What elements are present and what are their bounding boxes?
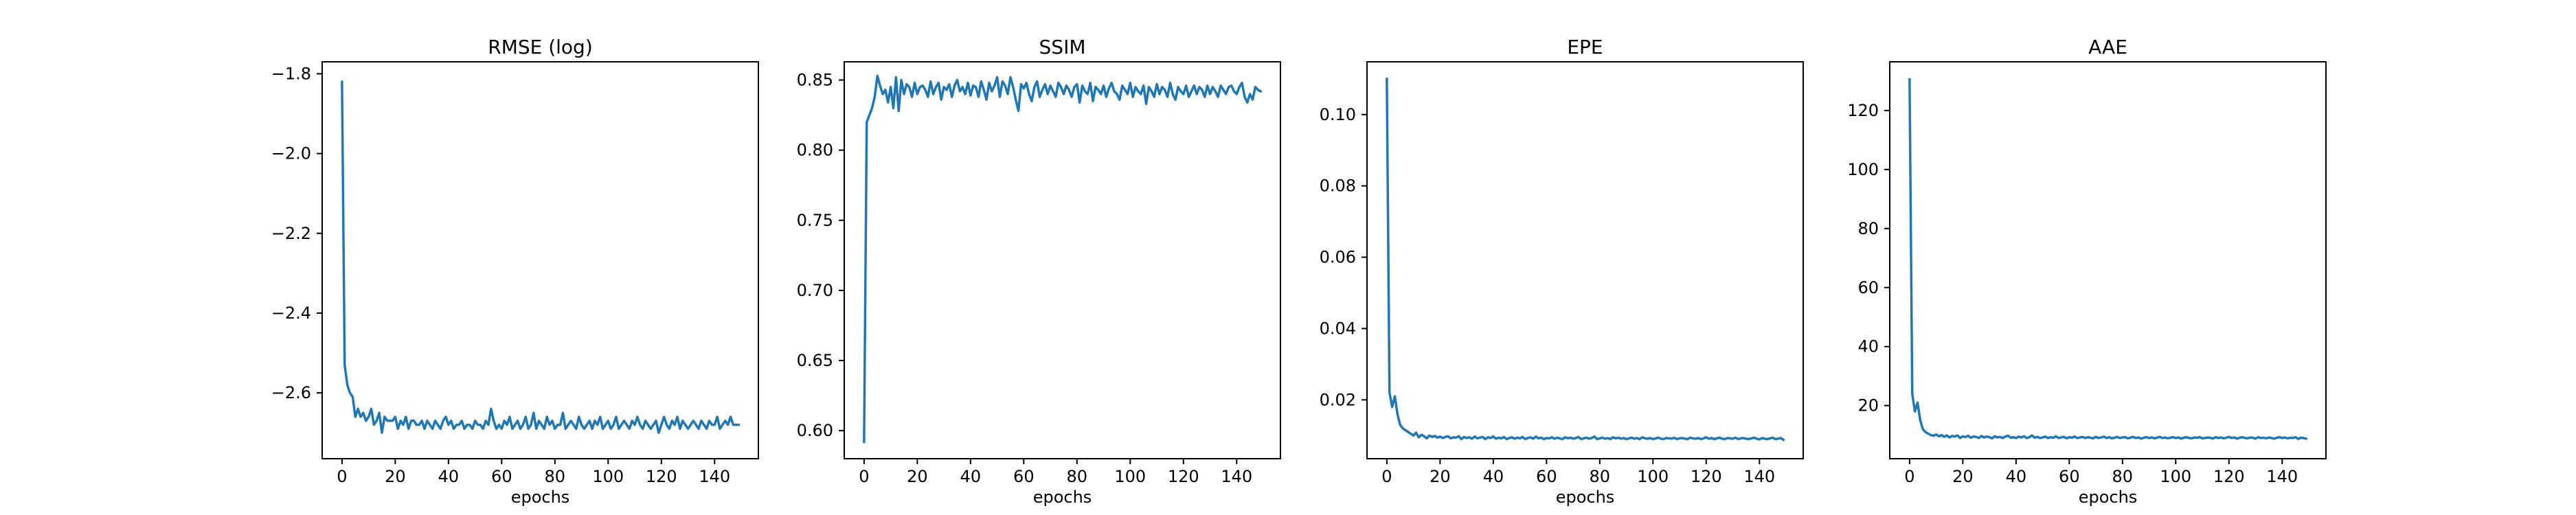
y-tick-label: 0.02 bbox=[1320, 390, 1356, 409]
x-tick-label: 60 bbox=[1013, 467, 1035, 486]
plot-frame bbox=[321, 61, 759, 459]
plot-frame bbox=[844, 61, 1281, 459]
x-tick-label: 120 bbox=[2213, 467, 2245, 486]
x-tick-label: 80 bbox=[545, 467, 566, 486]
plot-frame bbox=[1889, 61, 2327, 459]
x-axis-label: epochs bbox=[1033, 488, 1092, 507]
chart-title: SSIM bbox=[1039, 36, 1086, 58]
series-line bbox=[863, 74, 1263, 444]
y-tick-label: 0.08 bbox=[1320, 176, 1356, 196]
x-tick-label: 40 bbox=[2006, 467, 2027, 486]
y-tick-label: 0.60 bbox=[797, 421, 833, 440]
subplot-2: 0 20 40 60 80 100 120 140 0.60 0.65 0.70 0.75 0.80 0.… bbox=[797, 36, 1281, 507]
x-tick-label: 120 bbox=[1168, 467, 1199, 486]
x-tick-label: 100 bbox=[2160, 467, 2191, 486]
x-axis-label: epochs bbox=[2079, 488, 2138, 507]
subplot-1: 0 20 40 60 80 100 120 140 −2.6 −2.4 −2.2 −2.0 −1.8 RM… bbox=[271, 36, 759, 507]
y-tick-label: −2.0 bbox=[271, 144, 311, 163]
x-tick-label: 20 bbox=[907, 467, 928, 486]
x-tick-label: 60 bbox=[491, 467, 512, 486]
subplot-3: 0 20 40 60 80 100 120 140 0.02 0.04 0.06 0.08 0.10 EP… bbox=[1320, 36, 1804, 507]
y-tick-label: 0.70 bbox=[797, 281, 833, 300]
x-tick-label: 20 bbox=[385, 467, 406, 486]
y-tick-label: 20 bbox=[1857, 396, 1879, 415]
x-tick-label: 0 bbox=[859, 467, 869, 486]
x-tick-label: 80 bbox=[1067, 467, 1088, 486]
x-tick-label: 40 bbox=[960, 467, 982, 486]
x-tick-label: 20 bbox=[1952, 467, 1974, 486]
x-tick-label: 60 bbox=[2059, 467, 2080, 486]
chart-title: AAE bbox=[2088, 36, 2127, 58]
x-tick-label: 40 bbox=[1483, 467, 1504, 486]
plot-frame bbox=[1366, 61, 1804, 459]
x-axis-label: epochs bbox=[511, 488, 570, 507]
x-tick-label: 80 bbox=[2112, 467, 2134, 486]
x-tick-label: 40 bbox=[438, 467, 460, 486]
y-tick-label: −2.2 bbox=[271, 224, 311, 243]
y-tick-label: 80 bbox=[1857, 219, 1879, 238]
y-tick-label: 0.10 bbox=[1320, 105, 1356, 124]
chart-title: EPE bbox=[1567, 36, 1603, 58]
series-line bbox=[1908, 78, 2308, 440]
x-tick-label: 0 bbox=[337, 467, 347, 486]
x-tick-label: 100 bbox=[1637, 467, 1669, 486]
y-tick-label: −2.6 bbox=[271, 383, 311, 402]
x-tick-label: 20 bbox=[1430, 467, 1451, 486]
x-tick-label: 100 bbox=[592, 467, 624, 486]
subplot-4: 0 20 40 60 80 100 120 140 20 40 60 80 100 120 AAE epoch… bbox=[1847, 36, 2327, 507]
x-axis-label: epochs bbox=[1556, 488, 1615, 507]
y-tick-label: 40 bbox=[1857, 337, 1879, 356]
x-tick-label: 0 bbox=[1381, 467, 1392, 486]
x-tick-label: 100 bbox=[1114, 467, 1146, 486]
chart-title: RMSE (log) bbox=[488, 36, 593, 58]
x-tick-label: 140 bbox=[1743, 467, 1775, 486]
x-tick-label: 140 bbox=[1221, 467, 1252, 486]
y-tick-label: 100 bbox=[1847, 160, 1879, 179]
x-tick-label: 60 bbox=[1536, 467, 1557, 486]
y-tick-label: −1.8 bbox=[271, 64, 311, 83]
x-tick-label: 120 bbox=[646, 467, 677, 486]
x-tick-label: 80 bbox=[1590, 467, 1611, 486]
x-tick-label: 120 bbox=[1691, 467, 1722, 486]
y-tick-label: −2.4 bbox=[271, 304, 311, 323]
x-tick-label: 140 bbox=[2266, 467, 2298, 486]
x-tick-label: 140 bbox=[699, 467, 730, 486]
y-tick-label: 60 bbox=[1857, 278, 1879, 297]
y-tick-label: 0.04 bbox=[1320, 319, 1356, 338]
y-tick-label: 0.80 bbox=[797, 141, 833, 160]
x-tick-label: 0 bbox=[1904, 467, 1914, 486]
y-tick-label: 0.65 bbox=[797, 351, 833, 370]
y-tick-label: 0.85 bbox=[797, 71, 833, 90]
series-line bbox=[341, 80, 740, 434]
y-tick-label: 120 bbox=[1847, 101, 1879, 120]
y-tick-label: 0.75 bbox=[797, 211, 833, 230]
y-tick-label: 0.06 bbox=[1320, 248, 1356, 267]
series-line bbox=[1386, 78, 1785, 442]
